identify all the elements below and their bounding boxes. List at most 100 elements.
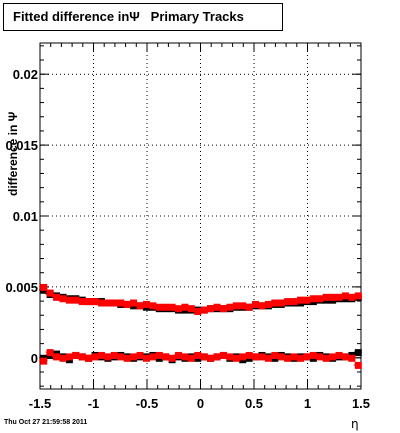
red-lower-point [334, 351, 343, 359]
chart-title: Fitted difference inΨ Primary Tracks [13, 9, 244, 24]
y-tick-label: 0.02 [13, 67, 38, 82]
y-axis-label: difference in Ψ [6, 111, 20, 196]
red-lower-point [206, 354, 215, 362]
x-tick-label: 0 [197, 396, 204, 411]
red-lower-point [347, 354, 356, 362]
red-upper-point [225, 303, 234, 311]
red-lower-point [174, 351, 183, 359]
x-tick-label: -1.5 [29, 396, 51, 411]
red-lower-point [328, 353, 337, 361]
red-upper-point [71, 296, 80, 304]
red-lower-point [71, 351, 80, 359]
red-upper-point [251, 300, 260, 308]
red-upper-point [206, 305, 215, 313]
red-lower-point [122, 354, 131, 362]
red-lower-point [225, 353, 234, 361]
red-lower-point [296, 354, 305, 362]
red-upper-point [212, 303, 221, 311]
red-lower-point [244, 351, 253, 359]
red-upper-point [52, 293, 61, 301]
red-lower-point [109, 351, 118, 359]
red-upper-point [289, 298, 298, 306]
red-lower-point [270, 351, 279, 359]
red-lower-point [90, 353, 99, 361]
red-lower-point [218, 351, 227, 359]
red-lower-point [302, 353, 311, 361]
red-lower-point [148, 353, 157, 361]
red-upper-point [122, 300, 131, 308]
red-lower-point [141, 354, 150, 362]
x-tick-label: -1 [88, 396, 100, 411]
red-lower-point [180, 353, 189, 361]
red-lower-point [129, 353, 138, 361]
chart-title-box: Fitted difference inΨ Primary Tracks [3, 3, 283, 31]
red-upper-point [193, 308, 202, 316]
red-upper-point [263, 300, 272, 308]
red-lower-point [39, 357, 48, 365]
red-upper-point [135, 302, 144, 310]
red-lower-point [283, 354, 292, 362]
red-upper-point [45, 289, 54, 297]
red-lower-point [167, 354, 176, 362]
red-lower-point [45, 349, 54, 357]
red-lower-point [231, 354, 240, 362]
red-lower-point [212, 353, 221, 361]
red-upper-point [116, 299, 125, 307]
red-lower-point [289, 353, 298, 361]
red-lower-point [353, 361, 362, 369]
y-tick-label: 0 [31, 351, 38, 366]
black-lower-point [353, 349, 362, 357]
red-lower-point [84, 354, 93, 362]
red-upper-point [353, 292, 362, 300]
red-lower-point [340, 353, 349, 361]
red-lower-point [52, 353, 61, 361]
red-upper-point [218, 305, 227, 313]
data-markers [39, 283, 362, 369]
red-upper-point [276, 299, 285, 307]
x-tick-label: -0.5 [136, 396, 158, 411]
x-tick-label: 0.5 [245, 396, 263, 411]
red-upper-point [167, 303, 176, 311]
red-upper-point [199, 306, 208, 314]
red-lower-point [77, 353, 86, 361]
red-lower-point [193, 351, 202, 359]
red-upper-point [58, 295, 67, 303]
red-lower-point [116, 353, 125, 361]
red-upper-point [141, 300, 150, 308]
red-upper-point [180, 303, 189, 311]
red-upper-point [148, 302, 157, 310]
red-lower-point [64, 353, 73, 361]
red-upper-point [257, 302, 266, 310]
red-upper-point [174, 305, 183, 313]
red-lower-point [186, 354, 195, 362]
red-upper-point [238, 302, 247, 310]
red-lower-point [135, 351, 144, 359]
x-axis-label: η [351, 417, 359, 431]
red-upper-point [39, 283, 48, 291]
red-lower-point [308, 351, 317, 359]
axis-ticks [39, 43, 362, 389]
red-upper-point [244, 303, 253, 311]
red-upper-point [334, 293, 343, 301]
date-stamp: Thu Oct 27 21:59:58 2011 [4, 419, 88, 426]
red-lower-point [315, 353, 324, 361]
red-upper-point [347, 293, 356, 301]
red-lower-point [276, 353, 285, 361]
red-upper-point [90, 298, 99, 306]
red-lower-point [161, 353, 170, 361]
red-lower-point [321, 354, 330, 362]
red-lower-point [238, 353, 247, 361]
y-tick-label: 0.005 [5, 280, 38, 295]
red-lower-point [96, 351, 105, 359]
red-lower-point [257, 353, 266, 361]
red-lower-point [199, 353, 208, 361]
red-lower-point [263, 354, 272, 362]
x-tick-label: 1 [304, 396, 311, 411]
tick-labels: -1.5 -1 -0.5 0 0.5 1 1.5 0 0.005 0.01 0.015 0.02 [5, 67, 370, 411]
red-upper-point [315, 295, 324, 303]
red-upper-point [129, 299, 138, 307]
x-tick-label: 1.5 [352, 396, 370, 411]
red-lower-point [103, 353, 112, 361]
y-tick-label: 0.015 [5, 138, 38, 153]
